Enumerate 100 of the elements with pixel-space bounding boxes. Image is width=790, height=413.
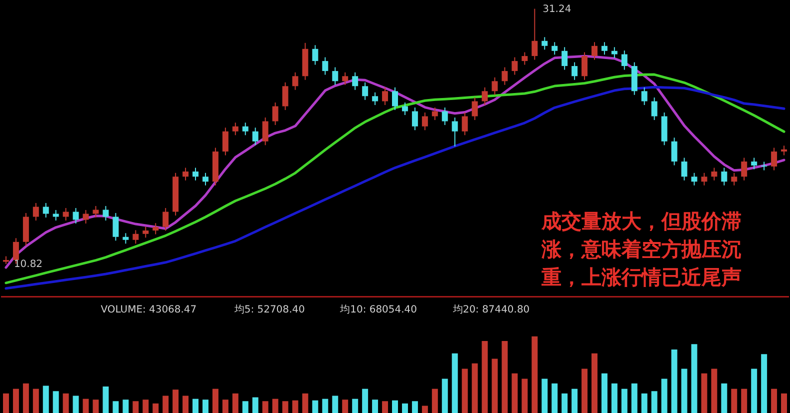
bar [302,393,308,413]
bar [22,383,29,413]
bar [761,354,768,413]
bar [12,388,19,413]
bar [542,378,548,413]
bar [352,398,358,413]
bar [412,401,418,413]
bar [242,401,248,413]
bar [601,373,608,413]
bar [522,378,528,413]
candlestick [42,202,49,218]
candlestick [671,137,678,166]
candlestick [741,157,748,181]
bar [611,383,618,413]
annotation: 10.82 [14,259,43,270]
bar [202,400,208,413]
bar [681,368,688,413]
bar [332,396,338,413]
bar [402,403,408,413]
candlestick [771,147,778,171]
bar [192,398,198,413]
bar [42,386,49,413]
text: VOLUME: 43068.47 [100,304,197,316]
candlestick [362,82,368,100]
candlestick [142,226,149,238]
candlestick [152,222,159,235]
candlestick [92,206,99,218]
candlestick [102,206,109,222]
bar [162,396,169,413]
bar [462,368,468,413]
bar [771,388,778,413]
bar [92,400,99,413]
candlestick [162,208,169,232]
candlestick [721,167,728,186]
bar [282,401,288,413]
candlestick [452,117,458,147]
bar [621,388,628,413]
candlestick [572,62,578,80]
candlestick [462,112,468,136]
candlestick [751,157,758,170]
candlestick [112,212,119,242]
candlestick [32,202,39,222]
candlestick [482,86,488,106]
bar [641,393,648,413]
candlestick [691,172,698,186]
candlestick [122,232,129,244]
bar [422,406,428,413]
annotation: 31.24 [542,4,572,15]
bar [372,400,378,413]
bar [502,341,508,413]
candlestick [681,157,688,181]
bar [711,368,718,413]
bar [731,388,738,413]
candlestick [532,8,538,60]
candlestick [422,112,428,131]
bar [322,398,328,413]
bar [142,400,149,413]
candlestick [62,208,69,222]
bar [152,403,159,413]
bar [701,373,708,413]
bar [532,336,538,413]
candlestick [132,230,139,244]
bar [222,400,228,413]
candlestick [621,50,628,70]
bar [582,368,588,413]
bar [512,373,518,413]
candlestick [232,122,238,136]
candlestick [292,72,298,90]
bar [592,353,598,413]
candlestick [432,107,438,121]
candlestick [82,210,89,224]
candlestick [552,42,558,56]
bar [362,388,368,413]
candlestick [641,86,648,106]
candlestick [711,167,718,181]
bar [172,390,179,413]
bar [72,396,79,413]
bar [82,398,89,413]
bar [102,386,109,413]
bar [2,393,9,413]
candlestick [402,102,408,116]
candlestick [182,167,189,181]
bar [562,393,568,413]
bar [781,393,788,413]
bar [452,353,458,413]
candlestick [252,127,258,146]
candlestick [282,82,288,111]
bar [651,391,658,413]
candlestick [781,145,788,156]
candlestick [202,172,208,186]
bar [741,388,748,413]
bar [721,383,728,413]
text: 均5: 52708.40 [233,304,305,316]
candlestick [272,102,278,126]
bar [691,344,698,413]
candlestick [352,72,358,90]
bar [232,393,238,413]
bar [122,400,129,413]
bar [312,400,318,413]
bar [62,393,69,413]
